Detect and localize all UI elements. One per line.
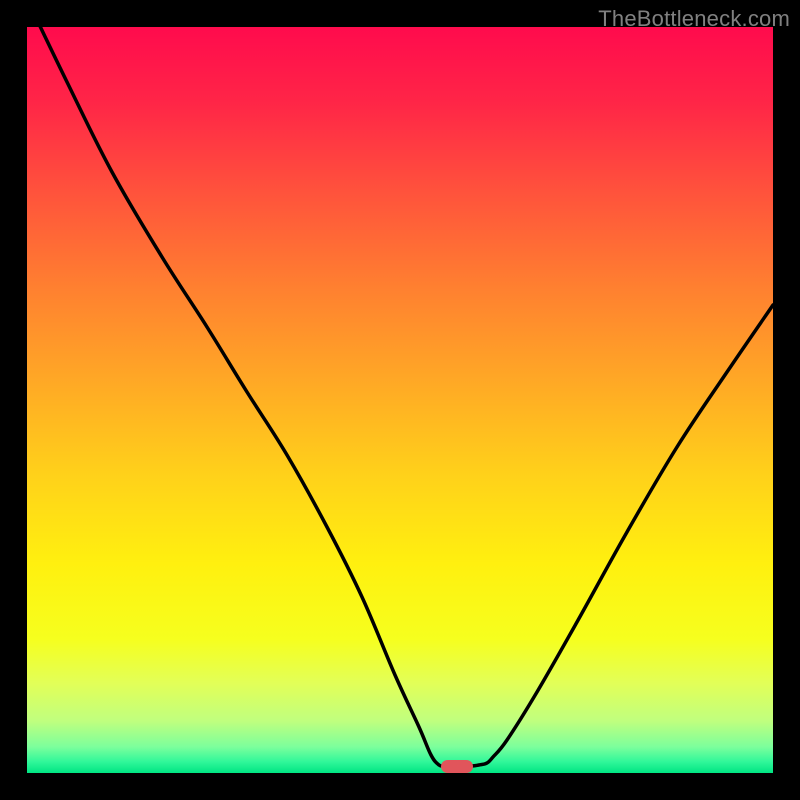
chart-canvas: TheBottleneck.com	[0, 0, 800, 800]
optimal-marker	[441, 760, 473, 773]
bottleneck-curve	[27, 27, 773, 773]
plot-area	[27, 27, 773, 773]
